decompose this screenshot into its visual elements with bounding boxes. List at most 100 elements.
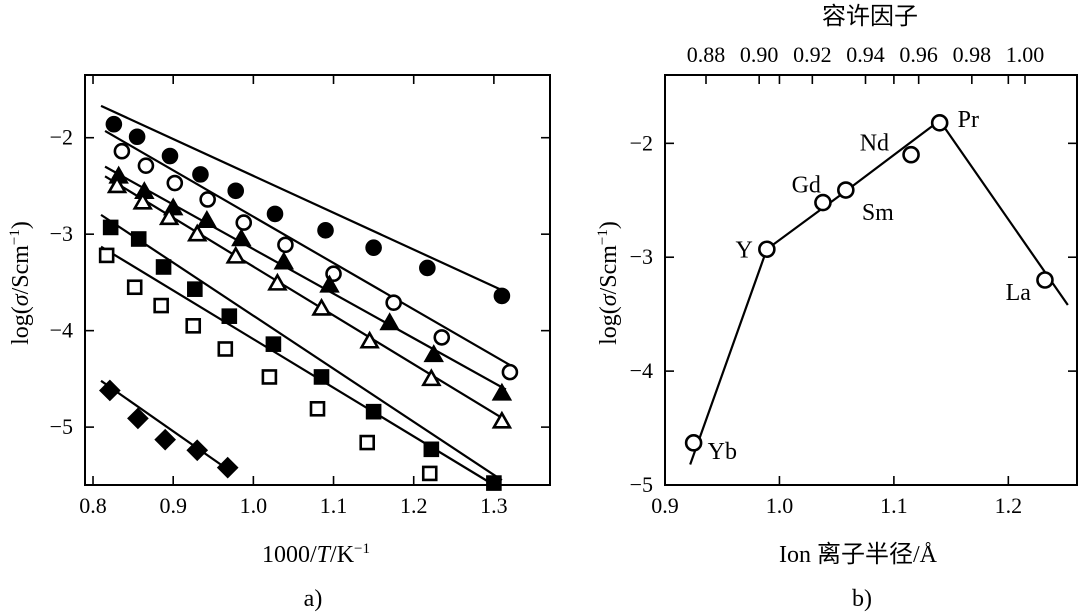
ion-label-y: Y (736, 237, 753, 263)
panel-b-caption: b) (852, 586, 872, 612)
panel-b-markers (684, 114, 1054, 452)
ion-point-pr (930, 114, 949, 132)
ion-point-sm (837, 181, 855, 199)
open-square-point (309, 400, 326, 417)
top-axis-tick-label: 1.00 (1006, 42, 1045, 67)
filled-square-point (221, 308, 238, 324)
y-tick-label: −3 (50, 221, 73, 246)
filled-square-point (155, 259, 172, 275)
open-triangle-point (106, 175, 128, 194)
ion-label-pr: Pr (958, 107, 979, 133)
filled-diamond-point (216, 456, 239, 479)
filled-circle-point (317, 222, 334, 239)
filled-circle-point (365, 239, 382, 256)
panel-b-plot-frame (664, 74, 1078, 486)
open-circle-point (433, 329, 451, 346)
x-tick-label: 1.2 (400, 493, 428, 518)
open-triangle-point (359, 330, 380, 349)
filled-triangle-point (319, 274, 340, 293)
filled-triangle-point (379, 312, 400, 331)
filled-circle-point (192, 166, 209, 183)
open-triangle-point (225, 245, 246, 264)
panel-a-y-axis-label: log(σ/Scm−1) (7, 221, 34, 345)
open-circle-point (199, 191, 216, 208)
ion-label-nd: Nd (860, 131, 889, 157)
ion-label-yb: Yb (708, 439, 737, 465)
open-triangle-point (491, 410, 513, 429)
filled-circle-point (227, 182, 245, 200)
panel-b-x-axis-label: Ion 离子半径/Å (779, 541, 938, 568)
panel-a-markers (98, 115, 519, 491)
ion-point-gd (814, 193, 832, 212)
filled-diamond-point (127, 407, 149, 430)
y-tick-label: −4 (50, 318, 73, 343)
top-axis-tick-label: 0.90 (740, 42, 779, 67)
open-circle-fit-line (104, 130, 515, 369)
filled-circle-fit-line (100, 104, 503, 292)
y-tick-label: −2 (50, 125, 73, 150)
ion-point-la (1036, 271, 1054, 289)
filled-circle-point (161, 147, 179, 165)
filled-square-point (313, 369, 330, 385)
open-circle-point (277, 236, 294, 254)
open-triangle-point (132, 191, 153, 210)
x-tick-label: 1.0 (766, 493, 794, 518)
open-circle-point (113, 142, 131, 160)
top-axis-tick-label: 0.94 (846, 42, 885, 67)
x-tick-label: 1.1 (880, 493, 908, 518)
y-tick-label: −5 (630, 472, 653, 497)
filled-square-point (365, 403, 382, 420)
filled-triangle-point (423, 344, 444, 363)
filled-square-point (102, 219, 119, 236)
filled-diamond-point (186, 439, 209, 462)
filled-diamond-point (99, 379, 121, 402)
y-tick-label: −3 (630, 244, 653, 269)
open-square-point (185, 318, 202, 334)
filled-circle-point (266, 205, 284, 223)
ion-label-sm: Sm (862, 200, 894, 226)
x-tick-label: 1.2 (995, 493, 1023, 518)
open-circle-point (385, 294, 402, 311)
filled-square-point (265, 336, 282, 352)
filled-circle-point (105, 115, 123, 133)
open-triangle-point (267, 272, 288, 291)
open-square-point (153, 297, 169, 314)
open-circle-point (166, 174, 184, 192)
panel-b-ticks: 0.9 1.0 1.1 1.2 −2 −3 −4 −5 0.88 0.90 0.92 0.94 0.96… (630, 42, 1077, 518)
filled-square-point (187, 281, 203, 297)
filled-triangle-point (491, 382, 513, 401)
open-circle-point (137, 157, 155, 174)
open-square-point (217, 341, 234, 357)
top-axis-tick-label: 0.96 (899, 42, 938, 67)
x-tick-label: 1.1 (320, 493, 348, 518)
top-axis-tick-label: 0.98 (953, 42, 992, 67)
ion-label-gd: Gd (792, 173, 821, 199)
filled-diamond-point (154, 428, 177, 451)
open-triangle-point (187, 223, 208, 242)
panel-a-fit-lines (100, 104, 515, 486)
filled-square-point (130, 231, 147, 247)
ion-point-y (758, 240, 776, 259)
panel-a-plot-frame (84, 74, 551, 486)
panel-a-ticks: 0.8 0.9 1.0 1.1 1.2 1.3 −2 −3 −4 −5 (50, 75, 550, 518)
x-tick-label: 0.9 (159, 493, 187, 518)
open-circle-point (235, 214, 253, 231)
x-tick-label: 0.8 (79, 493, 107, 518)
y-tick-label: −5 (50, 414, 73, 439)
panel-b-point-labels: Yb Y Gd Sm Nd Pr La (708, 107, 1032, 465)
top-axis-tick-label: 0.88 (687, 42, 726, 67)
ion-point-yb (684, 434, 703, 452)
panel-b-y-axis-label: log(σ/Scm−1) (595, 221, 622, 345)
filled-square-point (423, 441, 440, 458)
x-tick-label: 1.0 (240, 493, 268, 518)
filled-diamond-fit-line (100, 379, 230, 472)
filled-square-point (486, 475, 502, 491)
filled-circle-point (128, 128, 146, 146)
filled-square-fit-line (100, 213, 503, 482)
panel-a-caption: a) (304, 586, 323, 612)
filled-triangle-point (196, 210, 218, 228)
top-axis-tick-label: 0.92 (793, 42, 832, 67)
panel-b: 0.9 1.0 1.1 1.2 −2 −3 −4 −5 0.88 0.90 0.92 0.94 0.96… (595, 3, 1078, 612)
y-tick-label: −2 (630, 130, 653, 155)
